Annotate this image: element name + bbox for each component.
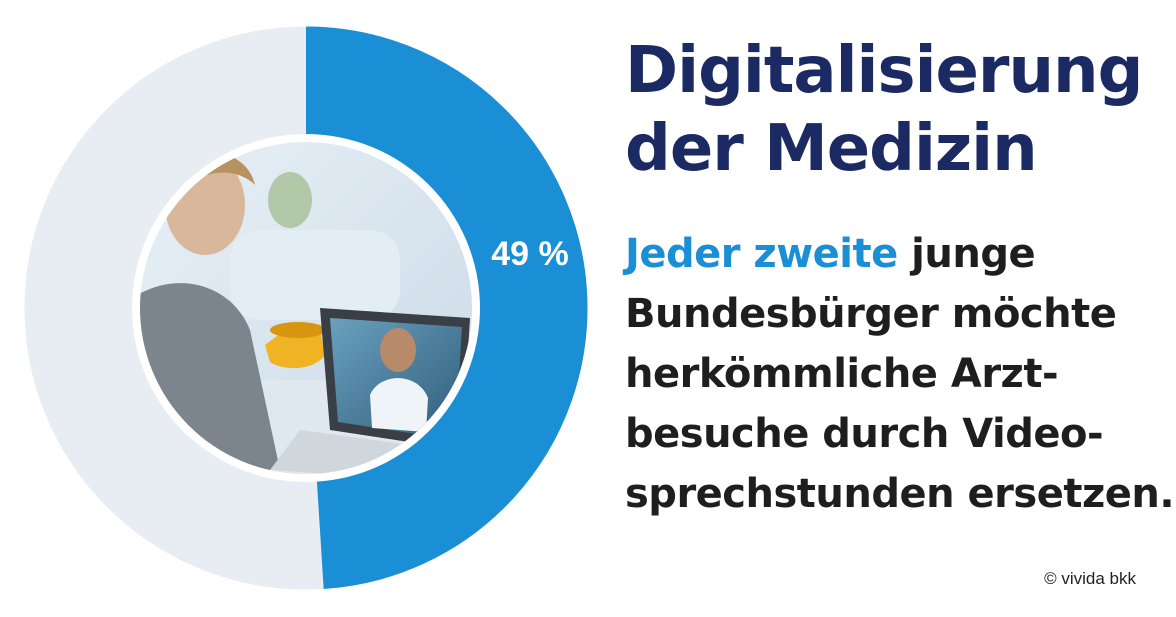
- data-label-49: 49 %: [491, 235, 569, 273]
- statement-line-5: sprechstunden ersetzen.: [625, 471, 1175, 517]
- statement-line-4: besuche durch Video-: [625, 411, 1104, 457]
- donut-slice-49: [305, 26, 588, 589]
- statement-line-1: Jeder zweite junge: [625, 224, 1174, 284]
- title-line-2: der Medizin: [625, 112, 1038, 186]
- page-title: Digitalisierung der Medizin: [625, 32, 1143, 188]
- statement-highlight: Jeder zweite: [625, 231, 898, 277]
- statement-text: Jeder zweite junge Bundesbürger möchte h…: [625, 224, 1175, 524]
- statement-line-3: herkömmliche Arzt-: [625, 351, 1059, 397]
- statement-line-2: Bundesbürger möchte: [625, 291, 1117, 337]
- title-line-1: Digitalisierung: [625, 34, 1143, 108]
- copyright-credit: © vivida bkk: [1044, 569, 1136, 588]
- statement-line-1-rest: junge: [897, 231, 1036, 277]
- donut-chart: 49 %: [24, 26, 588, 590]
